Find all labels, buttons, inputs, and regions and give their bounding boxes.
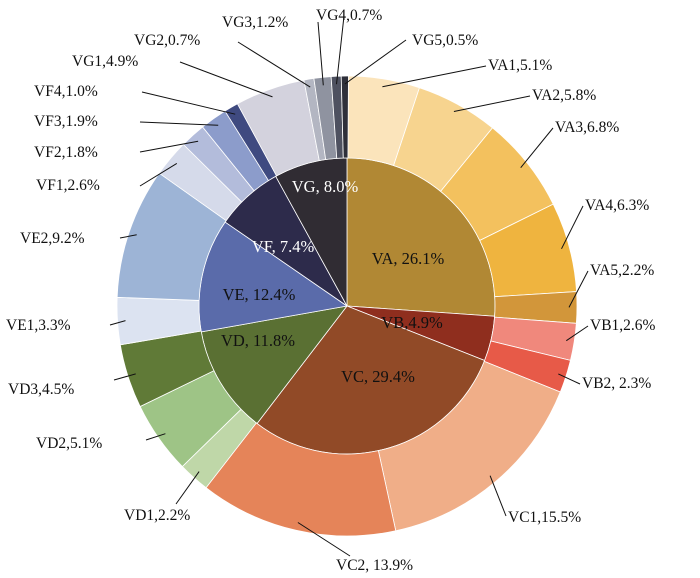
outer-label-vg3: VG3,1.2% (222, 14, 288, 31)
outer-label-vf4: VF4,1.0% (34, 83, 98, 100)
inner-labels: VA, 26.1% VB,4.9% VC, 29.4% VD, 11.8% VE, 12… (221, 177, 445, 386)
inner-label-ve: VE, 12.4% (223, 285, 296, 304)
outer-label-vg5: VG5,0.5% (412, 32, 478, 49)
outer-label-va1: VA1,5.1% (488, 57, 552, 74)
leader-line-va1 (382, 65, 487, 88)
leader-line-vc2 (297, 522, 351, 557)
inner-label-vf: VF, 7.4% (252, 237, 315, 256)
leader-line-vd2 (145, 433, 166, 441)
outer-label-vc1: VC1,15.5% (508, 509, 581, 526)
outer-label-vb2: VB2, 2.3% (582, 375, 651, 392)
leader-line-ve2 (119, 234, 137, 239)
outer-label-vf1: VF1,2.6% (36, 177, 100, 194)
leader-line-ve1 (109, 320, 126, 326)
inner-ring (198, 157, 496, 455)
outer-label-ve2: VE2,9.2% (20, 230, 85, 247)
leader-line-vg2 (237, 41, 311, 88)
outer-label-vf3: VF3,1.9% (34, 113, 98, 130)
outer-ring (116, 75, 578, 537)
leader-line-vg4 (336, 15, 345, 85)
leader-line-vg5 (344, 39, 407, 85)
leader-line-va2 (453, 95, 531, 112)
outer-label-vd2: VD2,5.1% (36, 435, 102, 452)
inner-label-vg: VG, 8.0% (292, 177, 359, 196)
inner-label-vc: VC, 29.4% (341, 367, 415, 386)
inner-label-vd: VD, 11.8% (221, 331, 295, 350)
leader-line-vb2 (558, 373, 581, 385)
inner-label-va: VA, 26.1% (372, 249, 445, 268)
leader-line-va3 (520, 127, 554, 169)
leader-line-vd1 (175, 471, 200, 505)
outer-labels: VA1,5.1% VA2,5.8% VA3,6.8% VA4,6.3% VA5,2.2%… (6, 7, 656, 574)
leader-line-va5 (568, 270, 589, 308)
outer-label-vg2: VG2,0.7% (134, 32, 200, 49)
leader-line-va4 (561, 205, 584, 250)
inner-label-vb: VB,4.9% (381, 313, 443, 332)
outer-label-vg4: VG4,0.7% (316, 7, 382, 24)
leader-line-vc1 (489, 475, 507, 517)
leader-line-vb1 (566, 325, 589, 342)
outer-label-va5: VA5,2.2% (590, 262, 654, 279)
outer-label-va4: VA4,6.3% (585, 197, 649, 214)
outer-label-vg1: VG1,4.9% (72, 53, 138, 70)
leader-line-vg1 (179, 61, 273, 98)
leader-line-vd3 (113, 373, 136, 381)
leader-line-vf2 (139, 140, 199, 153)
outer-label-vf2: VF2,1.8% (34, 144, 98, 161)
leader-line-vg3 (317, 21, 324, 86)
leader-line-vf1 (139, 162, 178, 187)
outer-label-vd1: VD1,2.2% (124, 507, 190, 524)
outer-label-vb1: VB1,2.6% (590, 317, 656, 334)
leader-line-vf4 (141, 91, 236, 115)
outer-label-vc2: VC2, 13.9% (336, 557, 413, 574)
outer-label-vd3: VD3,4.5% (8, 381, 74, 398)
outer-label-va2: VA2,5.8% (532, 87, 596, 104)
leader-line-vf3 (139, 121, 219, 126)
outer-label-ve1: VE1,3.3% (6, 317, 71, 334)
outer-label-va3: VA3,6.8% (555, 119, 619, 136)
outer-slice-vg5 (340, 75, 349, 159)
